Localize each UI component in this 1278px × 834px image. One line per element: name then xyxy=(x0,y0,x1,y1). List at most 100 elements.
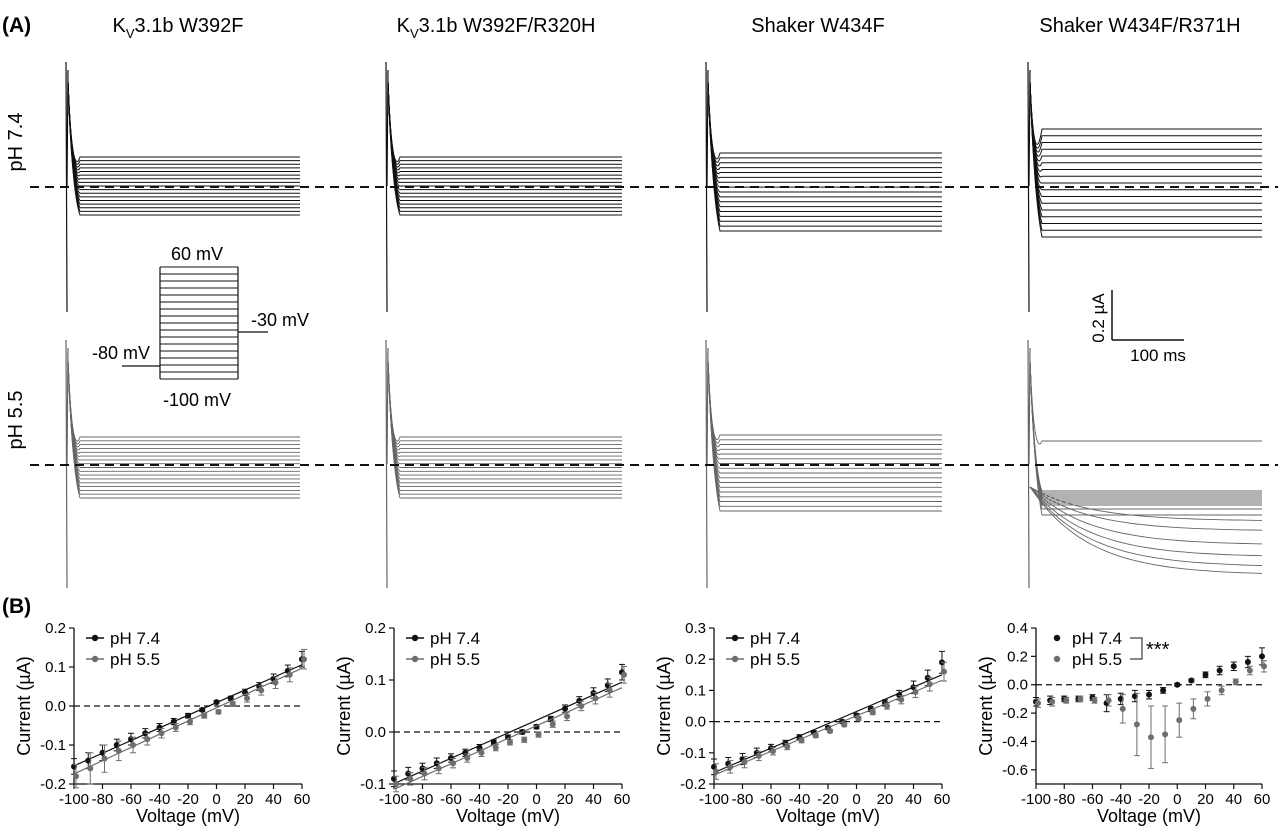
data-point xyxy=(1063,697,1070,704)
x-axis-label: Voltage (mV) xyxy=(136,806,240,826)
data-point xyxy=(1133,721,1140,728)
current-trace xyxy=(707,359,942,469)
current-trace xyxy=(707,81,942,217)
legend-marker xyxy=(91,634,99,642)
data-point xyxy=(562,705,568,712)
current-trace xyxy=(707,359,942,493)
y-tick-label: -0.1 xyxy=(40,737,66,754)
scale-bar-time-label: 100 ms xyxy=(1130,346,1186,365)
current-trace xyxy=(67,359,300,499)
current-trace xyxy=(707,359,942,444)
legend-marker xyxy=(1053,655,1061,663)
current-trace xyxy=(707,81,942,163)
data-point xyxy=(741,759,748,766)
x-axis-label: Voltage (mV) xyxy=(1097,806,1201,826)
legend-marker xyxy=(731,655,739,663)
data-point xyxy=(244,695,250,702)
data-point xyxy=(1190,705,1197,712)
y-tick-label: 0.0 xyxy=(45,698,66,715)
legend-entry-ph-7-4: pH 7.4 xyxy=(86,629,160,648)
iv-chart-2: -0.1 0.0 0.1 0.2 -100 -80 -60 -40 -20 0 20 40 60 Volt… xyxy=(334,620,630,826)
current-trace xyxy=(387,81,622,212)
data-point xyxy=(869,709,876,716)
legend-entry-ph-7-4: pH 7.4 xyxy=(726,629,800,648)
current-trace xyxy=(67,81,300,168)
current-trace xyxy=(67,81,300,165)
current-trace xyxy=(387,81,622,209)
protocol-top-label: 60 mV xyxy=(171,244,223,264)
current-trace xyxy=(387,359,622,445)
legend-marker xyxy=(91,655,99,663)
x-tick-label: 20 xyxy=(237,791,254,808)
current-trace xyxy=(707,81,942,198)
current-trace xyxy=(387,359,622,454)
y-tick-label: 0.0 xyxy=(365,724,386,741)
current-trace xyxy=(1029,359,1262,492)
data-point xyxy=(784,743,791,750)
y-tick-label: 0.2 xyxy=(365,620,386,637)
current-trace xyxy=(387,81,622,163)
fit-line xyxy=(393,681,623,785)
legend-label: pH 7.4 xyxy=(430,629,480,648)
data-point xyxy=(812,732,819,739)
data-point xyxy=(1174,681,1181,688)
x-tick-label: 0 xyxy=(532,791,540,808)
column-title-shaker-w434f-r371h: Shaker W434F/R371H xyxy=(1039,15,1240,37)
current-trace xyxy=(67,81,300,163)
series-ph-7-4 xyxy=(391,663,625,788)
x-tick-label: -40 xyxy=(789,791,811,808)
data-point xyxy=(492,744,499,751)
current-trace xyxy=(1029,359,1262,516)
data-point xyxy=(1218,687,1225,694)
current-trace xyxy=(387,81,622,174)
data-point xyxy=(1105,697,1112,704)
y-tick-label: 0.1 xyxy=(365,672,386,689)
current-trace xyxy=(67,359,300,491)
current-trace xyxy=(1029,359,1262,494)
protocol-holding-label: -80 mV xyxy=(92,343,150,363)
current-trace xyxy=(67,81,300,194)
y-tick-label: -0.2 xyxy=(40,776,66,793)
data-point xyxy=(1204,695,1211,702)
current-trace xyxy=(387,81,622,177)
legend-marker xyxy=(1053,634,1061,642)
y-tick-label: 0.2 xyxy=(45,620,66,637)
current-trace xyxy=(707,81,942,179)
current-trace xyxy=(387,359,622,442)
legend-label: pH 7.4 xyxy=(750,629,800,648)
data-point xyxy=(1230,663,1237,670)
panel-b-label: (B) xyxy=(2,595,31,618)
current-trace xyxy=(67,359,300,476)
current-trace xyxy=(387,81,622,191)
x-tick-label: 0 xyxy=(852,791,860,808)
current-trace xyxy=(67,81,300,216)
current-trace xyxy=(707,359,942,512)
data-point xyxy=(144,736,151,743)
legend-marker xyxy=(411,634,419,642)
current-trace xyxy=(1029,81,1262,184)
current-trace xyxy=(707,81,942,222)
current-trace xyxy=(707,81,942,170)
data-point xyxy=(435,765,442,772)
current-trace xyxy=(67,359,300,472)
fit-line xyxy=(393,687,623,790)
column-title-kv31b-w392f: KV3.1b W392F xyxy=(113,15,244,41)
current-trace xyxy=(67,359,300,480)
data-point xyxy=(73,773,79,780)
data-point xyxy=(158,730,165,737)
current-trace xyxy=(707,359,942,498)
current-trace xyxy=(1029,359,1262,500)
data-point xyxy=(941,668,947,675)
y-tick-label: 0.2 xyxy=(685,651,706,668)
data-point xyxy=(1261,663,1267,670)
data-point xyxy=(798,737,805,744)
current-trace xyxy=(387,359,622,448)
data-point xyxy=(755,752,762,759)
data-point xyxy=(1188,677,1195,684)
voltage-protocol: 60 mV -100 mV -80 mV -30 mV xyxy=(92,244,309,410)
x-tick-label: 60 xyxy=(1254,791,1271,808)
data-point xyxy=(227,695,234,702)
current-trace xyxy=(707,81,942,203)
current-trace xyxy=(1029,486,1263,521)
data-point xyxy=(201,712,208,719)
